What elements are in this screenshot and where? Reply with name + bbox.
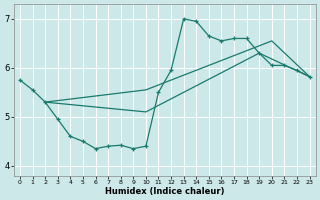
X-axis label: Humidex (Indice chaleur): Humidex (Indice chaleur) (105, 187, 225, 196)
